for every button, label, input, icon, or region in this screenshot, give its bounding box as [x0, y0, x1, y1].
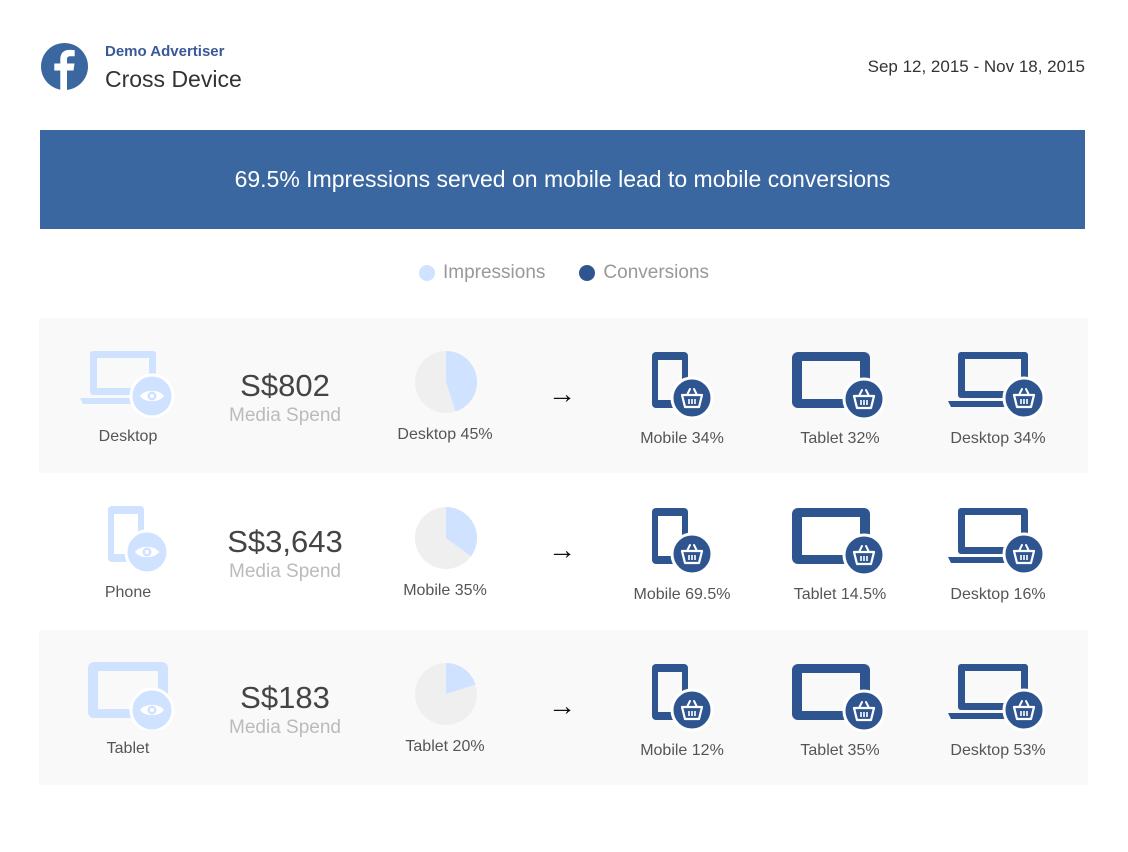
conversion-tablet: Tablet 14.5%: [780, 474, 900, 629]
tablet-eye-icon: [88, 662, 175, 730]
impressions-dot-icon: [418, 265, 435, 281]
date-range: Sep 12, 2015 - Nov 18, 2015: [867, 57, 1085, 76]
device-row-tablet: Tablet S$183 Media Spend Tablet 20% → Mo…: [39, 630, 1088, 785]
legend: Impressions Conversions: [0, 262, 1128, 284]
legend-impressions: Impressions: [418, 262, 546, 284]
conversion-label: Mobile 12%: [640, 742, 724, 759]
phone-basket-icon: [652, 664, 714, 732]
media-spend-label: Media Spend: [229, 717, 341, 738]
desktop-eye-icon: [80, 351, 175, 418]
conversion-label: Desktop 53%: [950, 742, 1046, 759]
conversion-desktop: Desktop 16%: [938, 474, 1058, 629]
media-spend-value: S$3,643: [227, 524, 343, 559]
source-device-label: Tablet: [106, 740, 150, 757]
arrow-icon: →: [548, 690, 576, 721]
conversion-label: Tablet 35%: [800, 742, 880, 759]
conversions-dot-icon: [579, 265, 596, 281]
media-spend-label: Media Spend: [229, 561, 341, 582]
desktop-basket-icon: [948, 352, 1046, 420]
desktop-basket-icon: [948, 664, 1046, 732]
conversion-desktop: Desktop 34%: [938, 318, 1058, 473]
conversion-label: Desktop 34%: [950, 430, 1046, 447]
desktop-basket-icon: [948, 508, 1046, 576]
impression-share-label: Mobile 35%: [403, 582, 487, 599]
phone-basket-icon: [652, 508, 714, 576]
impression-share-pie: [415, 663, 477, 725]
arrow-icon: →: [548, 534, 576, 565]
impression-share: Tablet 20%: [380, 630, 510, 785]
legend-impressions-label: Impressions: [442, 262, 546, 283]
conversion-label: Tablet 32%: [800, 430, 880, 447]
media-spend: S$3,643 Media Spend: [210, 524, 360, 584]
phone-basket-icon: [652, 352, 714, 420]
impression-share: Desktop 45%: [380, 318, 510, 473]
device-row-desktop: Desktop S$802 Media Spend Desktop 45% → …: [39, 318, 1088, 473]
conversion-label: Mobile 69.5%: [633, 586, 731, 603]
conversion-label: Mobile 34%: [640, 430, 724, 447]
conversion-mobile: Mobile 34%: [622, 318, 742, 473]
legend-conversions-label: Conversions: [603, 262, 710, 283]
arrow-icon: →: [548, 378, 576, 409]
impression-share-pie: [415, 351, 477, 413]
source-device-tablet: Tablet: [68, 630, 188, 785]
impression-share-pie: [415, 507, 477, 569]
conversion-mobile: Mobile 12%: [622, 630, 742, 785]
media-spend-label: Media Spend: [229, 405, 341, 426]
pie-slice: [446, 663, 476, 694]
source-device-desktop: Desktop: [68, 318, 188, 473]
media-spend-value: S$802: [240, 368, 330, 403]
pie-slice: [446, 351, 477, 412]
facebook-logo-icon: [41, 43, 88, 90]
source-device-label: Phone: [104, 584, 152, 601]
media-spend: S$183 Media Spend: [210, 680, 360, 740]
legend-conversions: Conversions: [579, 262, 709, 284]
conversion-label: Desktop 16%: [950, 586, 1046, 603]
conversion-tablet: Tablet 32%: [780, 318, 900, 473]
phone-eye-icon: [108, 506, 170, 574]
conversion-label: Tablet 14.5%: [793, 586, 887, 603]
impression-share-label: Desktop 45%: [397, 426, 493, 443]
media-spend: S$802 Media Spend: [210, 368, 360, 428]
media-spend-value: S$183: [240, 680, 330, 715]
pie-slice: [446, 507, 477, 557]
impression-share: Mobile 35%: [380, 474, 510, 629]
conversion-mobile: Mobile 69.5%: [622, 474, 742, 629]
device-row-phone: Phone S$3,643 Media Spend Mobile 35% → M…: [39, 474, 1088, 629]
source-device-label: Desktop: [98, 428, 158, 445]
source-device-phone: Phone: [68, 474, 188, 629]
tablet-basket-icon: [792, 664, 886, 733]
conversion-tablet: Tablet 35%: [780, 630, 900, 785]
impression-share-label: Tablet 20%: [405, 738, 485, 755]
tablet-basket-icon: [792, 508, 886, 577]
tablet-basket-icon: [792, 352, 886, 421]
summary-banner-text: 69.5% Impressions served on mobile lead …: [234, 166, 891, 192]
advertiser-name: Demo Advertiser: [105, 43, 225, 60]
report-title: Cross Device: [105, 66, 242, 92]
summary-banner: 69.5% Impressions served on mobile lead …: [40, 130, 1085, 229]
conversion-desktop: Desktop 53%: [938, 630, 1058, 785]
